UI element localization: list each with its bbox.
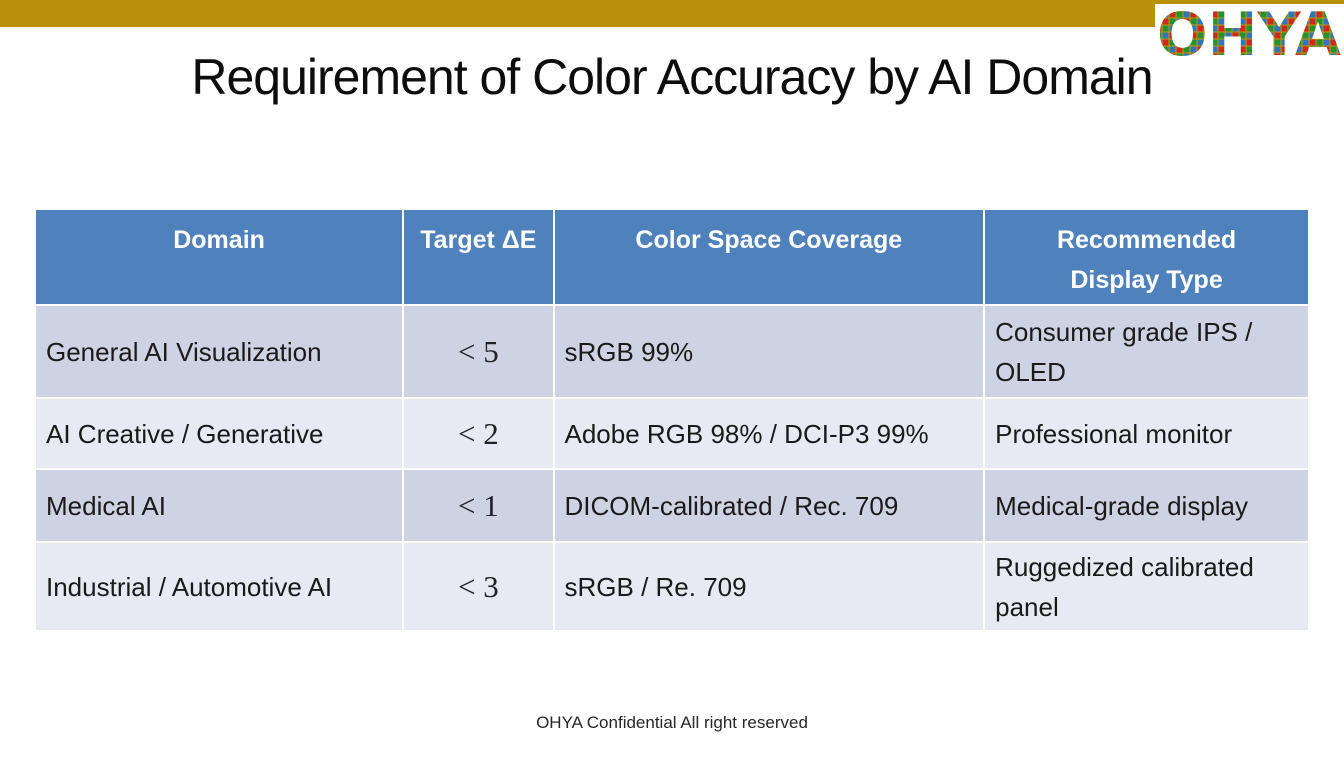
- table-cell-domain: General AI Visualization: [33, 304, 405, 399]
- column-header: Recommended Display Type: [983, 208, 1310, 306]
- table-cell-coverage: sRGB 99%: [552, 304, 986, 399]
- color-accuracy-table: Domain Target ΔE Color Space Coverage Recom…: [33, 208, 1310, 632]
- table-cell-display: Professional monitor: [983, 397, 1310, 470]
- table-cell-target_de: < 2: [402, 397, 555, 470]
- table-cell-target_de: < 5: [402, 304, 555, 399]
- table-row: Industrial / Automotive AI < 3 sRGB / Re. …: [33, 541, 1310, 632]
- table-cell-coverage: DICOM-calibrated / Rec. 709: [552, 468, 986, 543]
- page-title: Requirement of Color Accuracy by AI Doma…: [191, 49, 1153, 105]
- table-row: AI Creative / Generative < 2 Adobe RGB 98%…: [33, 397, 1310, 470]
- table-cell-domain: Industrial / Automotive AI: [33, 541, 405, 632]
- table-cell-domain: Medical AI: [33, 468, 405, 543]
- table-cell-domain: AI Creative / Generative: [33, 397, 405, 470]
- table-cell-target_de: < 3: [402, 541, 555, 632]
- confidential-footer: OHYA Confidential All right reserved: [536, 713, 808, 732]
- table-container: Domain Target ΔE Color Space Coverage Recom…: [33, 208, 1310, 632]
- table-cell-display: Consumer grade IPS / OLED: [983, 304, 1310, 399]
- table-cell-display: Medical-grade display: [983, 468, 1310, 543]
- table-body: General AI Visualization < 5 sRGB 99% Consu…: [33, 304, 1310, 632]
- table-row: General AI Visualization < 5 sRGB 99% Consu…: [33, 304, 1310, 399]
- table-cell-coverage: Adobe RGB 98% / DCI-P3 99%: [552, 397, 986, 470]
- table-cell-coverage: sRGB / Re. 709: [552, 541, 986, 632]
- table-header-row: Domain Target ΔE Color Space Coverage Recom…: [33, 208, 1310, 306]
- column-header: Domain: [33, 208, 405, 306]
- table-cell-target_de: < 1: [402, 468, 555, 543]
- table-cell-display: Ruggedized calibrated panel: [983, 541, 1310, 632]
- top-gold-bar: [0, 0, 1344, 27]
- column-header: Target ΔE: [402, 208, 555, 306]
- table-row: Medical AI < 1 DICOM-calibrated / Rec. 709…: [33, 468, 1310, 543]
- column-header: Color Space Coverage: [552, 208, 986, 306]
